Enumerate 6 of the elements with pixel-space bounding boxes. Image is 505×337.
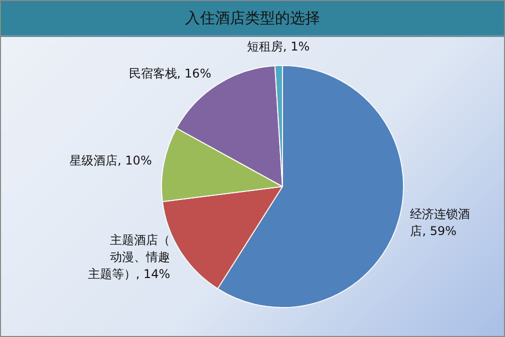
- slice-label: 星级酒店, 10%: [70, 154, 152, 168]
- slice-label: 短租房, 1%: [246, 40, 310, 54]
- chart-title: 入住酒店类型的选择: [1, 1, 504, 37]
- slice-label: 主题酒店（动漫、情趣主题等）, 14%: [88, 232, 170, 281]
- slice-label: 经济连锁酒店, 59%: [410, 207, 470, 238]
- slice-label: 民宿客栈, 16%: [128, 66, 212, 80]
